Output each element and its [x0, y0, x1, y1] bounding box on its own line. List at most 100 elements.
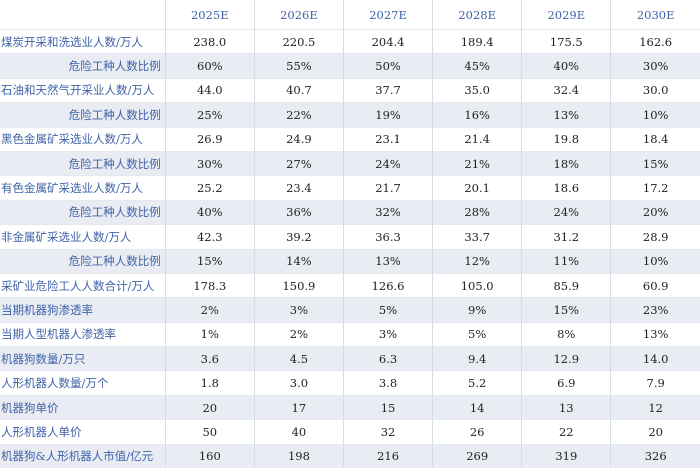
- value-cell: 36.3: [343, 224, 434, 250]
- value-cell: 319: [521, 443, 612, 469]
- value-cell: 204.4: [343, 28, 434, 54]
- year-header: 2025E: [165, 0, 255, 30]
- value-cell: 3.0: [254, 370, 344, 396]
- value-cell: 9%: [432, 297, 523, 323]
- value-cell: 18.6: [521, 175, 612, 201]
- year-header: 2028E: [432, 0, 523, 30]
- value-cell: 6.3: [343, 346, 434, 371]
- value-cell: 150.9: [254, 272, 344, 298]
- value-cell: 40%: [521, 53, 612, 79]
- value-cell: 42.3: [165, 224, 255, 250]
- value-cell: 20.1: [432, 175, 523, 201]
- value-cell: 20: [165, 394, 255, 420]
- value-cell: 25.2: [165, 175, 255, 201]
- table-row: 危险工种人数比例 30% 27% 24% 21% 18% 15%: [0, 150, 700, 176]
- value-cell: 40: [254, 419, 344, 445]
- value-cell: 28%: [432, 199, 523, 225]
- value-cell: 11%: [521, 248, 612, 274]
- year-header: 2026E: [254, 0, 344, 30]
- row-label: 非金属矿采选业人数/万人: [0, 224, 166, 250]
- value-cell: 32%: [343, 199, 434, 225]
- value-cell: 2%: [254, 321, 344, 347]
- value-cell: 36%: [254, 199, 344, 225]
- value-cell: 19.8: [521, 126, 612, 152]
- table-row: 黑色金属矿采选业人数/万人 26.9 24.9 23.1 21.4 19.8 18.4: [0, 126, 700, 152]
- value-cell: 55%: [254, 53, 344, 79]
- value-cell: 22: [521, 419, 612, 445]
- value-cell: 21%: [432, 150, 523, 176]
- table-row: 煤炭开采和洗选业人数/万人 238.0 220.5 204.4 189.4 175.5 16…: [0, 28, 700, 54]
- value-cell: 15%: [165, 248, 255, 274]
- year-header: 2027E: [343, 0, 434, 30]
- value-cell: 32: [343, 419, 434, 445]
- value-cell: 4.5: [254, 346, 344, 371]
- value-cell: 12: [610, 394, 700, 420]
- value-cell: 26: [432, 419, 523, 445]
- value-cell: 126.6: [343, 272, 434, 298]
- value-cell: 31.2: [521, 224, 612, 250]
- value-cell: 27%: [254, 150, 344, 176]
- value-cell: 7.9: [610, 370, 700, 396]
- value-cell: 24%: [521, 199, 612, 225]
- value-cell: 5.2: [432, 370, 523, 396]
- value-cell: 9.4: [432, 346, 523, 371]
- value-cell: 21.4: [432, 126, 523, 152]
- value-cell: 12.9: [521, 346, 612, 371]
- value-cell: 3%: [343, 321, 434, 347]
- value-cell: 21.7: [343, 175, 434, 201]
- table-row: 机器狗单价 20 17 15 14 13 12: [0, 394, 700, 420]
- value-cell: 5%: [432, 321, 523, 347]
- value-cell: 14.0: [610, 346, 700, 371]
- value-cell: 50%: [343, 53, 434, 79]
- row-label: 当期人型机器人渗透率: [0, 321, 166, 347]
- year-header: 2030E: [610, 0, 700, 30]
- value-cell: 162.6: [610, 28, 700, 54]
- value-cell: 189.4: [432, 28, 523, 54]
- value-cell: 25%: [165, 102, 255, 128]
- value-cell: 160: [165, 443, 255, 469]
- row-label: 危险工种人数比例: [0, 199, 166, 225]
- row-label: 机器狗数量/万只: [0, 346, 166, 371]
- value-cell: 15%: [610, 150, 700, 176]
- value-cell: 13: [521, 394, 612, 420]
- value-cell: 13%: [610, 321, 700, 347]
- table-row: 石油和天然气开采业人数/万人 44.0 40.7 37.7 35.0 32.4 30.0: [0, 77, 700, 103]
- table-row: 人形机器人单价 50 40 32 26 22 20: [0, 419, 700, 445]
- row-label: 危险工种人数比例: [0, 150, 166, 176]
- value-cell: 12%: [432, 248, 523, 274]
- value-cell: 17.2: [610, 175, 700, 201]
- value-cell: 44.0: [165, 77, 255, 103]
- value-cell: 40.7: [254, 77, 344, 103]
- row-label: 人形机器人单价: [0, 419, 166, 445]
- value-cell: 30%: [610, 53, 700, 79]
- value-cell: 8%: [521, 321, 612, 347]
- value-cell: 175.5: [521, 28, 612, 54]
- value-cell: 20: [610, 419, 700, 445]
- value-cell: 216: [343, 443, 434, 469]
- value-cell: 2%: [165, 297, 255, 323]
- value-cell: 28.9: [610, 224, 700, 250]
- row-label: 危险工种人数比例: [0, 248, 166, 274]
- value-cell: 1.8: [165, 370, 255, 396]
- table-row: 危险工种人数比例 15% 14% 13% 12% 11% 10%: [0, 248, 700, 274]
- value-cell: 13%: [343, 248, 434, 274]
- table-row: 危险工种人数比例 40% 36% 32% 28% 24% 20%: [0, 199, 700, 225]
- value-cell: 178.3: [165, 272, 255, 298]
- value-cell: 50: [165, 419, 255, 445]
- row-label: 煤炭开采和洗选业人数/万人: [0, 28, 166, 54]
- value-cell: 19%: [343, 102, 434, 128]
- value-cell: 10%: [610, 102, 700, 128]
- table-row: 当期机器狗渗透率 2% 3% 5% 9% 15% 23%: [0, 297, 700, 323]
- table-row: 机器狗&人形机器人市值/亿元 160 198 216 269 319 326: [0, 443, 700, 469]
- table-body: 煤炭开采和洗选业人数/万人 238.0 220.5 204.4 189.4 175.5 16…: [0, 28, 700, 469]
- row-label: 机器狗单价: [0, 394, 166, 420]
- value-cell: 18%: [521, 150, 612, 176]
- value-cell: 24%: [343, 150, 434, 176]
- row-label: 机器狗&人形机器人市值/亿元: [0, 443, 166, 469]
- row-label: 当期机器狗渗透率: [0, 297, 166, 323]
- value-cell: 3.8: [343, 370, 434, 396]
- table-row: 危险工种人数比例 60% 55% 50% 45% 40% 30%: [0, 53, 700, 79]
- row-label: 危险工种人数比例: [0, 102, 166, 128]
- value-cell: 220.5: [254, 28, 344, 54]
